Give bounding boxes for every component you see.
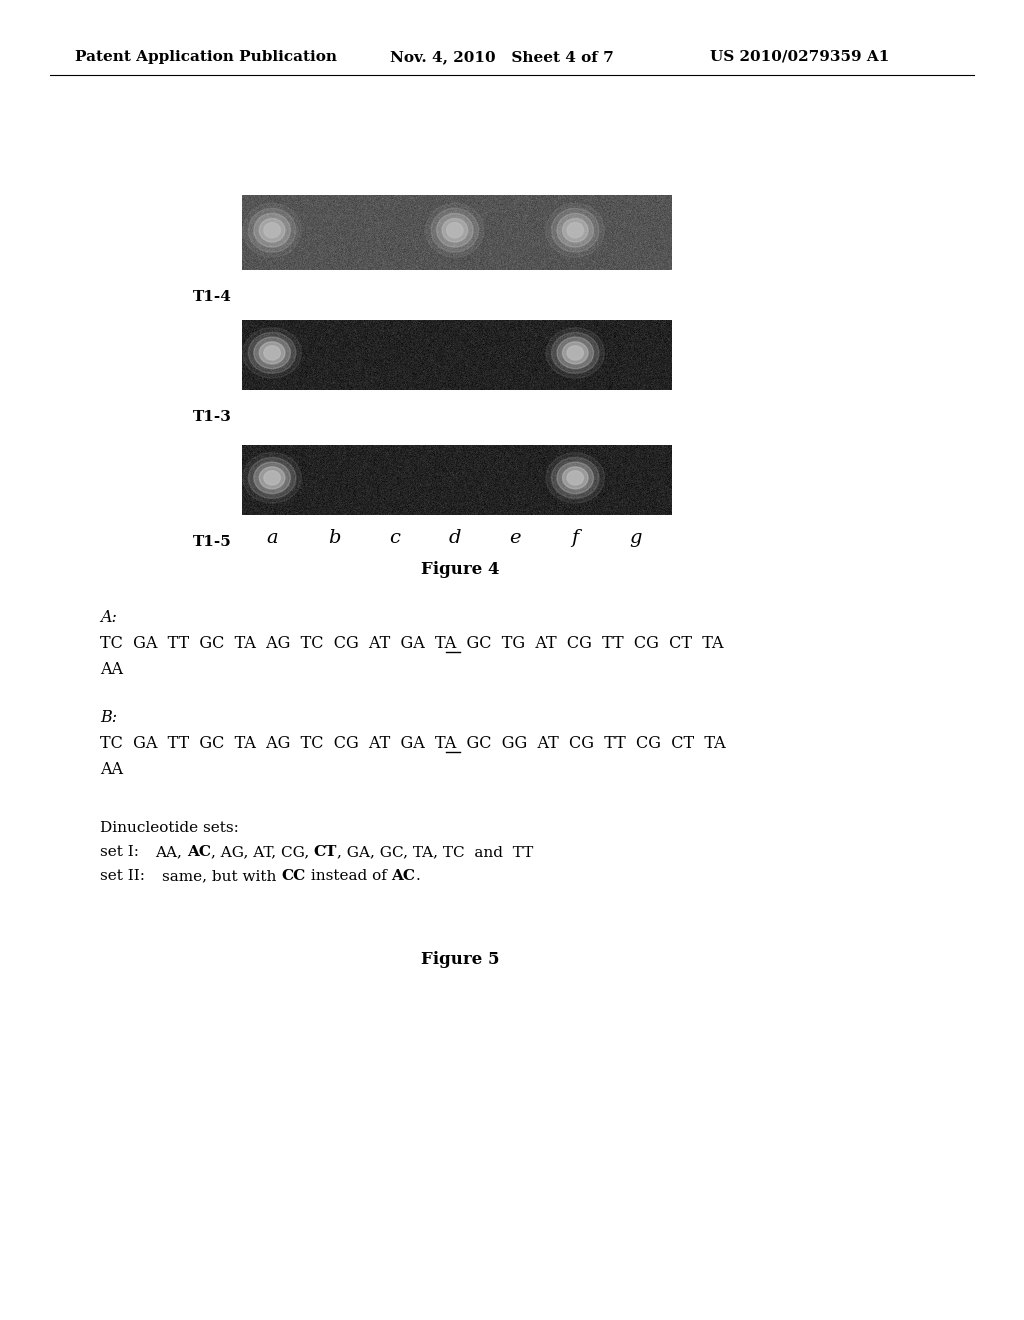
Text: instead of: instead of [305, 869, 391, 883]
Ellipse shape [259, 467, 285, 488]
Text: AA: AA [100, 762, 123, 779]
Ellipse shape [249, 458, 296, 499]
Text: T1-3: T1-3 [194, 411, 232, 424]
Ellipse shape [567, 471, 584, 484]
Text: Figure 4: Figure 4 [421, 561, 500, 578]
Ellipse shape [557, 462, 594, 494]
Ellipse shape [546, 203, 604, 257]
Text: T1-4: T1-4 [194, 290, 232, 304]
Text: e: e [509, 529, 521, 546]
Ellipse shape [426, 203, 484, 257]
Text: set II:: set II: [100, 869, 145, 883]
Ellipse shape [562, 467, 588, 488]
Ellipse shape [562, 218, 588, 242]
Text: f: f [571, 529, 579, 546]
Text: , AG, AT, CG,: , AG, AT, CG, [211, 845, 314, 859]
Text: TC  GA  TT  GC  TA  AG  TC  CG  AT  GA  TA  GC  GG  AT  CG  TT  CG  CT  TA: TC GA TT GC TA AG TC CG AT GA TA GC GG A… [100, 734, 726, 751]
Ellipse shape [249, 209, 296, 252]
Text: AA,: AA, [155, 845, 186, 859]
Text: Dinucleotide sets:: Dinucleotide sets: [100, 821, 239, 836]
Text: c: c [389, 529, 400, 546]
Ellipse shape [552, 333, 599, 374]
Text: TC  GA  TT  GC  TA  AG  TC  CG  AT  GA  TA  GC  TG  AT  CG  TT  CG  CT  TA: TC GA TT GC TA AG TC CG AT GA TA GC TG A… [100, 635, 724, 652]
Text: d: d [449, 529, 461, 546]
Ellipse shape [546, 327, 604, 378]
Ellipse shape [254, 462, 291, 494]
Text: A:: A: [100, 610, 117, 627]
Ellipse shape [259, 342, 285, 364]
Text: T1-5: T1-5 [194, 535, 232, 549]
Ellipse shape [567, 223, 584, 238]
Ellipse shape [557, 337, 594, 368]
Ellipse shape [254, 214, 291, 247]
Text: same, but with: same, but with [162, 869, 282, 883]
Text: g: g [629, 529, 642, 546]
Text: AA: AA [100, 661, 123, 678]
Text: CT: CT [314, 845, 337, 859]
Ellipse shape [264, 346, 281, 360]
Ellipse shape [552, 209, 599, 252]
Ellipse shape [243, 327, 301, 378]
Ellipse shape [557, 214, 594, 247]
Ellipse shape [446, 223, 463, 238]
Ellipse shape [567, 346, 584, 360]
Text: set I:: set I: [100, 845, 139, 859]
Text: CC: CC [282, 869, 305, 883]
Text: a: a [266, 529, 278, 546]
Text: Figure 5: Figure 5 [421, 952, 500, 969]
Text: US 2010/0279359 A1: US 2010/0279359 A1 [710, 50, 890, 63]
Text: b: b [329, 529, 341, 546]
Text: AC: AC [391, 869, 416, 883]
Ellipse shape [259, 218, 285, 242]
Ellipse shape [264, 223, 281, 238]
Text: , GA, GC, TA, TC  and  TT: , GA, GC, TA, TC and TT [337, 845, 534, 859]
Ellipse shape [264, 471, 281, 484]
Ellipse shape [431, 209, 478, 252]
Ellipse shape [442, 218, 468, 242]
Text: Patent Application Publication: Patent Application Publication [75, 50, 337, 63]
Text: AC: AC [186, 845, 211, 859]
Ellipse shape [249, 333, 296, 374]
Ellipse shape [243, 453, 301, 503]
Ellipse shape [436, 214, 473, 247]
Ellipse shape [546, 453, 604, 503]
Ellipse shape [243, 203, 301, 257]
Ellipse shape [254, 337, 291, 368]
Text: .: . [416, 869, 420, 883]
Text: B:: B: [100, 710, 117, 726]
Ellipse shape [552, 458, 599, 499]
Ellipse shape [562, 342, 588, 364]
Text: Nov. 4, 2010   Sheet 4 of 7: Nov. 4, 2010 Sheet 4 of 7 [390, 50, 613, 63]
